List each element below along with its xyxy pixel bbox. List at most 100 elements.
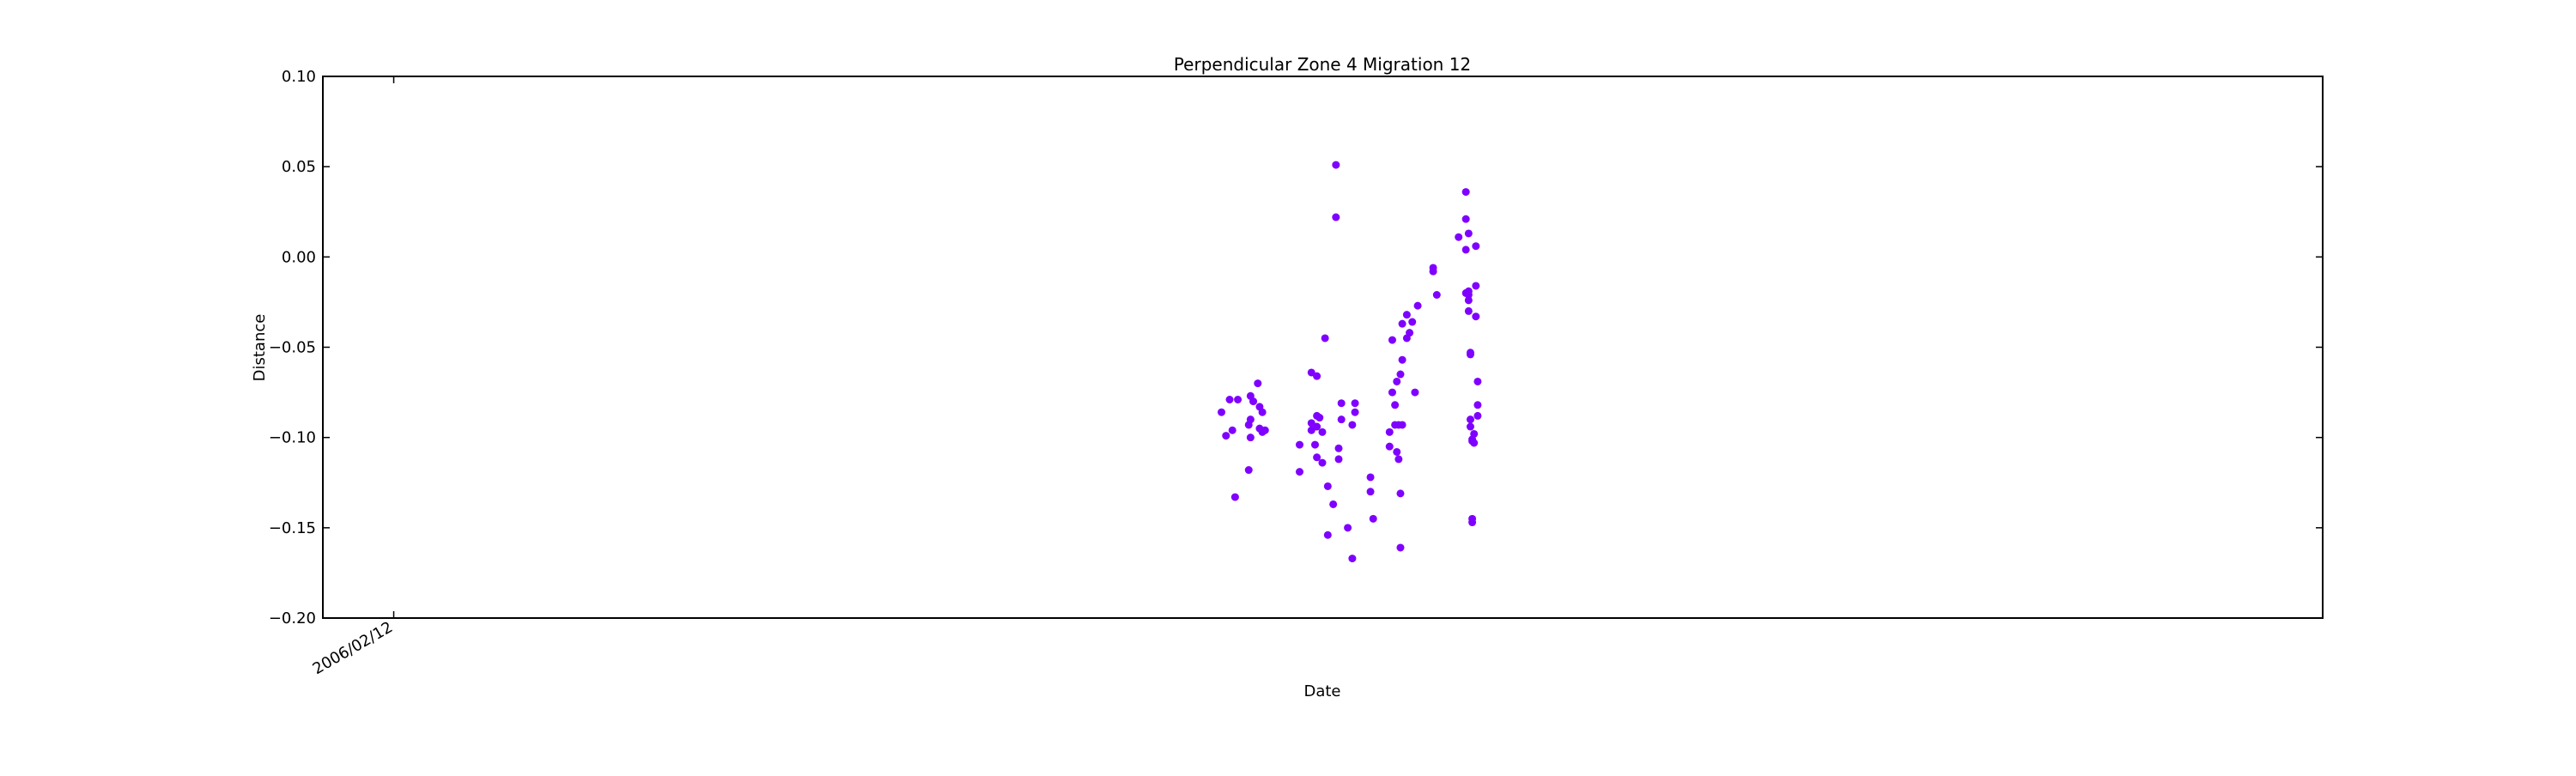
y-axis: 0.10 0.05 0.00 −0.05 −0.10 −0.15 −0.20	[269, 68, 2323, 627]
data-point	[1222, 432, 1230, 440]
data-point	[1337, 399, 1346, 408]
data-point	[1334, 455, 1343, 464]
data-point	[1348, 555, 1357, 563]
data-point	[1394, 455, 1403, 464]
data-point	[1369, 514, 1377, 523]
data-point	[1246, 433, 1255, 442]
data-point	[1344, 524, 1352, 532]
data-point	[1351, 399, 1359, 408]
y-tick-label: −0.10	[269, 429, 316, 447]
data-point	[1470, 429, 1479, 438]
chart-title: Perpendicular Zone 4 Migration 12	[1174, 54, 1471, 75]
data-point	[1218, 408, 1226, 416]
data-point	[1321, 334, 1329, 343]
data-point	[1332, 213, 1340, 221]
data-point	[1406, 329, 1414, 337]
data-point	[1313, 453, 1321, 462]
data-point	[1396, 489, 1405, 498]
y-tick-label: −0.20	[269, 609, 316, 627]
data-point	[1313, 372, 1321, 380]
data-point	[1464, 296, 1473, 305]
data-point	[1411, 388, 1419, 397]
data-point	[1398, 319, 1406, 328]
data-point	[1396, 370, 1405, 379]
data-point	[1307, 368, 1315, 377]
data-point	[1461, 215, 1470, 223]
data-point	[1228, 426, 1236, 434]
data-point	[1313, 422, 1321, 431]
data-point	[1244, 466, 1253, 475]
data-point	[1473, 411, 1482, 420]
data-point	[1472, 312, 1480, 321]
data-point	[1366, 473, 1375, 482]
data-point	[1323, 482, 1332, 490]
data-point	[1388, 388, 1396, 397]
data-point	[1323, 530, 1332, 539]
plot-area	[322, 76, 2324, 619]
data-point	[1393, 447, 1401, 456]
data-point	[1398, 355, 1406, 364]
data-point	[1311, 440, 1320, 449]
y-tick-label: 0.10	[282, 68, 316, 86]
data-point	[1413, 301, 1422, 310]
data-point	[1318, 458, 1327, 467]
data-point	[1351, 408, 1359, 416]
data-point	[1254, 379, 1262, 388]
data-point	[1472, 242, 1480, 251]
data-point	[1296, 440, 1304, 449]
data-point	[1388, 336, 1396, 344]
data-point	[1234, 395, 1242, 403]
y-tick-label: 0.00	[282, 248, 316, 266]
data-point	[1391, 401, 1400, 409]
data-point	[1348, 421, 1357, 429]
data-point	[1337, 415, 1346, 424]
data-points	[1218, 161, 1482, 563]
data-point	[1464, 229, 1473, 238]
data-point	[1468, 514, 1477, 523]
data-point	[1455, 233, 1463, 241]
data-point	[1329, 500, 1338, 508]
data-point	[1464, 306, 1473, 315]
data-point	[1466, 350, 1474, 359]
data-point	[1393, 377, 1401, 385]
data-point	[1307, 419, 1315, 427]
data-point	[1473, 401, 1482, 409]
data-point	[1398, 421, 1406, 429]
y-tick-label: −0.15	[269, 519, 316, 537]
y-tick-label: −0.05	[269, 339, 316, 357]
data-point	[1230, 493, 1239, 501]
data-point	[1461, 188, 1470, 197]
data-point	[1258, 408, 1267, 416]
data-point	[1408, 318, 1417, 326]
data-point	[1466, 415, 1474, 424]
data-point	[1472, 282, 1480, 290]
y-axis-label: Distance	[251, 314, 269, 382]
data-point	[1461, 246, 1470, 254]
data-point	[1296, 468, 1304, 476]
data-point	[1464, 287, 1473, 295]
data-point	[1246, 415, 1255, 424]
data-point	[1332, 161, 1340, 169]
data-point	[1334, 444, 1343, 452]
data-point	[1473, 377, 1482, 385]
data-point	[1470, 439, 1479, 447]
data-point	[1318, 427, 1327, 436]
data-point	[1466, 422, 1474, 431]
data-point	[1385, 427, 1394, 436]
data-point	[1385, 442, 1394, 451]
data-point	[1402, 311, 1411, 319]
data-point	[1396, 543, 1405, 552]
data-point	[1366, 488, 1375, 496]
x-tick-label: 2006/02/12	[310, 618, 396, 678]
data-point	[1432, 291, 1441, 300]
data-point	[1249, 397, 1258, 406]
data-point	[1315, 414, 1324, 422]
data-point	[1225, 395, 1234, 403]
data-point	[1429, 264, 1437, 272]
data-point	[1307, 426, 1315, 434]
y-tick-label: 0.05	[282, 158, 316, 176]
x-axis-label: Date	[1303, 682, 1340, 700]
data-point	[1261, 426, 1269, 434]
